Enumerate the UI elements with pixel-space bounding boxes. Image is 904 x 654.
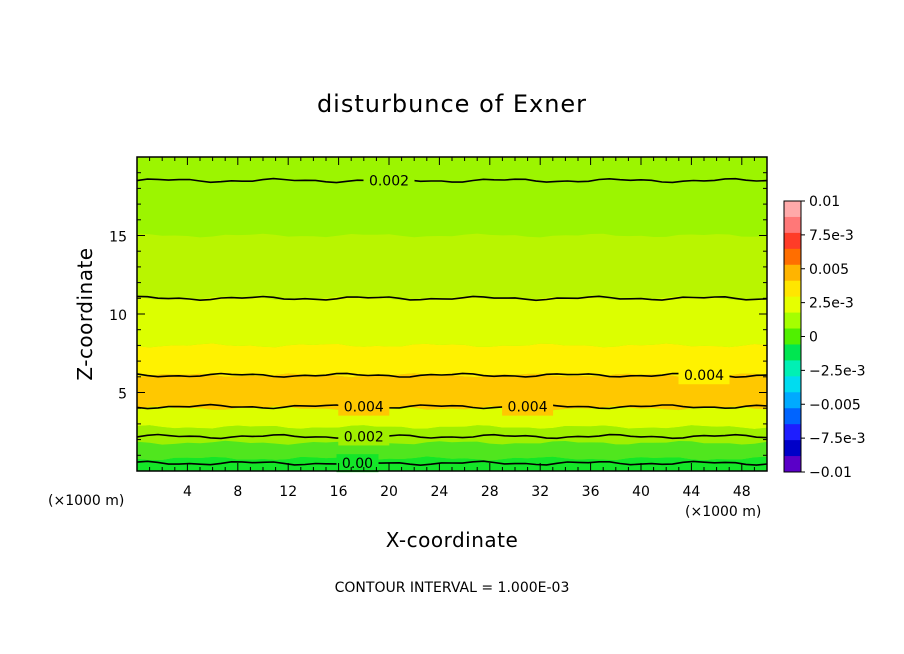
contour-label: 0.002 xyxy=(369,174,409,190)
x-axis-title: X-coordinate xyxy=(386,528,519,552)
chart-title: disturbunce of Exner xyxy=(317,90,587,118)
y-axis-title: Z-coordinate xyxy=(73,247,97,380)
contour-label-bg xyxy=(336,454,379,473)
contour-label-bg xyxy=(363,171,415,190)
contour-line xyxy=(136,433,768,440)
colorbar-swatch xyxy=(784,456,801,473)
colorbar-swatch xyxy=(784,360,801,377)
colorbar-swatch xyxy=(784,344,801,361)
colorbar-swatch xyxy=(784,392,801,409)
y-axis-ticks: 5 10 15 xyxy=(109,172,767,456)
colorbar-swatch xyxy=(784,424,801,441)
colorbar-swatch xyxy=(784,408,801,425)
contour-label: 0.002 xyxy=(344,429,384,445)
contour-label-bg xyxy=(678,366,730,385)
x-tick-label: 40 xyxy=(632,484,650,500)
contour-label: 0.00 xyxy=(342,456,373,472)
contour-label: 0.004 xyxy=(684,368,724,384)
contour-lines-layer: 0.002 0.004 0.004 0.004 0.002 0.00 xyxy=(136,171,768,473)
contour-label-bg xyxy=(338,397,390,416)
band-fill xyxy=(137,296,767,348)
colorbar-swatch xyxy=(784,216,801,234)
x-tick-label: 16 xyxy=(330,484,348,500)
colorbar-swatch xyxy=(784,264,801,282)
contour-line xyxy=(136,177,768,184)
band-fill xyxy=(137,373,767,411)
contour-line xyxy=(136,295,768,302)
contour-label-bg xyxy=(502,397,554,416)
colorbar-swatch xyxy=(784,296,801,314)
colorbar-swatch xyxy=(784,312,801,330)
contour-label-bg xyxy=(338,427,390,446)
x-tick-label: 12 xyxy=(279,484,297,500)
y-tick-label: 15 xyxy=(109,230,127,246)
x-tick-label: 28 xyxy=(481,484,499,500)
x-tick-label: 8 xyxy=(233,484,242,500)
colorbar-label: 0 xyxy=(809,330,818,346)
colorbar-swatch xyxy=(784,328,801,345)
colorbar-label: 7.5e-3 xyxy=(809,228,854,244)
x-tick-label: 20 xyxy=(380,484,398,500)
colorbar-label: −0.005 xyxy=(809,397,861,413)
colorbar-label: −0.01 xyxy=(809,465,852,481)
x-axis-ticks: 4 8 12 16 20 24 28 32 36 40 44 48 xyxy=(149,157,755,500)
colorbar-label: 2.5e-3 xyxy=(809,296,854,312)
contour-interval-note: CONTOUR INTERVAL = 1.000E-03 xyxy=(335,580,570,596)
x-tick-label: 36 xyxy=(582,484,600,500)
x-axis-unit: (×1000 m) xyxy=(685,504,761,520)
y-tick-label: 5 xyxy=(118,387,127,403)
contour-line xyxy=(136,403,768,410)
colorbar-label: 0.005 xyxy=(809,262,849,278)
band-fill xyxy=(137,233,767,301)
band-fill xyxy=(137,406,767,429)
colorbar-label: −2.5e-3 xyxy=(809,363,866,379)
colorbar-label: −7.5e-3 xyxy=(809,431,866,447)
band-fill xyxy=(137,343,767,378)
band-fill xyxy=(137,425,767,445)
contour-label: 0.004 xyxy=(344,400,384,416)
contour-label: 0.004 xyxy=(508,400,548,416)
band-fill xyxy=(137,440,767,461)
y-axis-unit: (×1000 m) xyxy=(48,493,124,509)
colorbar-swatch xyxy=(784,376,801,393)
plot-fill-layer xyxy=(137,157,767,471)
y-tick-label: 10 xyxy=(109,308,127,324)
x-tick-label: 24 xyxy=(430,484,448,500)
colorbar-swatch xyxy=(784,280,801,298)
colorbar: 0.01 7.5e-3 0.005 2.5e-3 0 −2.5e-3 −0.005 −7.5e… xyxy=(783,194,866,481)
x-tick-label: 4 xyxy=(183,484,192,500)
band-fill xyxy=(137,162,767,238)
colorbar-swatch xyxy=(784,440,801,457)
contour-line xyxy=(136,372,768,379)
x-tick-label: 44 xyxy=(682,484,700,500)
colorbar-label: 0.01 xyxy=(809,194,840,210)
colorbar-swatch xyxy=(784,232,801,250)
x-tick-label: 48 xyxy=(733,484,751,500)
contour-line xyxy=(136,460,768,467)
colorbar-swatch xyxy=(784,201,801,218)
colorbar-swatch xyxy=(784,248,801,266)
x-tick-label: 32 xyxy=(531,484,549,500)
